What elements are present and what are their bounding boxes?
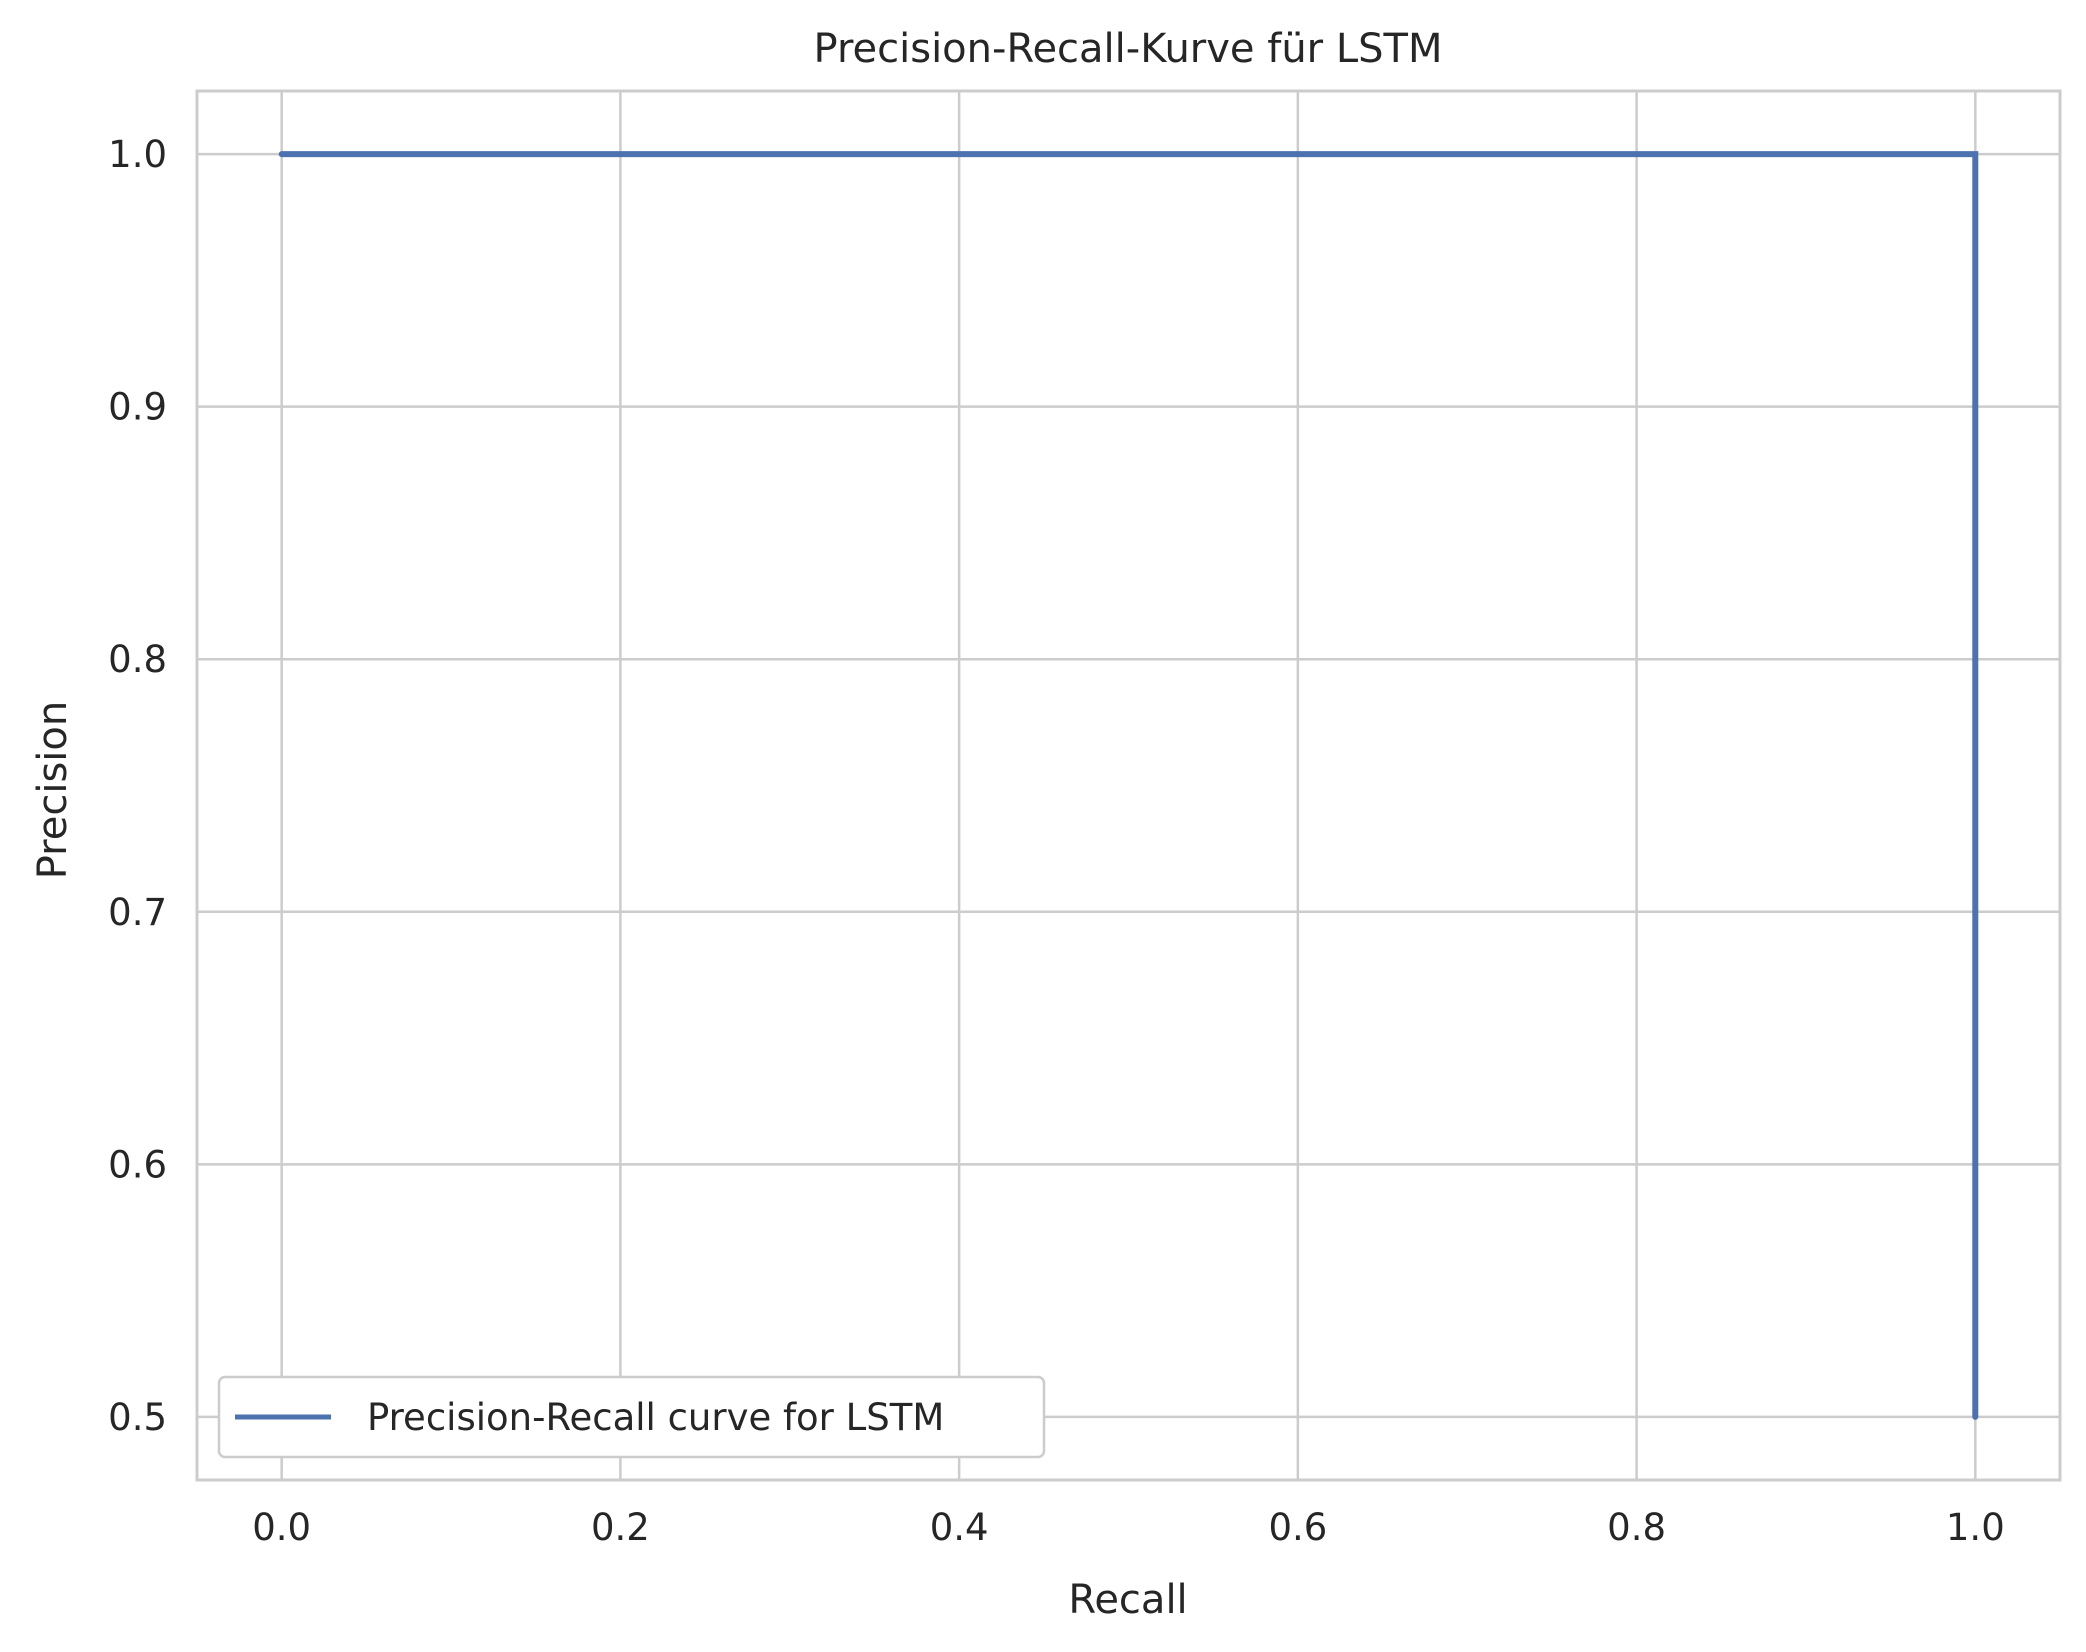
y-axis-title: Precision	[30, 701, 76, 879]
x-tick-label-5: 1.0	[1946, 1506, 2005, 1549]
series-layer	[278, 151, 1979, 1420]
y-tick-label-5: 1.0	[108, 133, 167, 176]
x-tick-label-3: 0.6	[1268, 1506, 1327, 1549]
y-tick-label-3: 0.8	[108, 638, 167, 681]
chart-title: Precision-Recall-Kurve für LSTM	[814, 26, 1443, 72]
y-tick-label-4: 0.9	[108, 386, 167, 429]
x-tick-label-2: 0.4	[930, 1506, 989, 1549]
series-line-0	[278, 151, 1979, 1420]
x-tick-label-4: 0.8	[1607, 1506, 1666, 1549]
plot-area	[195, 89, 2062, 1482]
y-tick-label-2: 0.7	[108, 891, 167, 934]
x-tick-label-0: 0.0	[252, 1506, 311, 1549]
grid	[197, 91, 2060, 1480]
x-axis-ticks: 0.0 0.2 0.4 0.6 0.8 1.0	[252, 1506, 2004, 1549]
x-tick-label-1: 0.2	[591, 1506, 650, 1549]
legend: Precision-Recall curve for LSTM	[217, 1375, 1046, 1459]
y-axis-ticks: 0.5 0.6 0.7 0.8 0.9 1.0	[108, 133, 167, 1439]
x-axis-title: Recall	[1068, 1577, 1187, 1623]
y-tick-label-0: 0.5	[108, 1396, 167, 1439]
legend-box	[217, 1375, 1046, 1459]
legend-label: Precision-Recall curve for LSTM	[367, 1396, 944, 1439]
y-tick-label-1: 0.6	[108, 1143, 167, 1186]
